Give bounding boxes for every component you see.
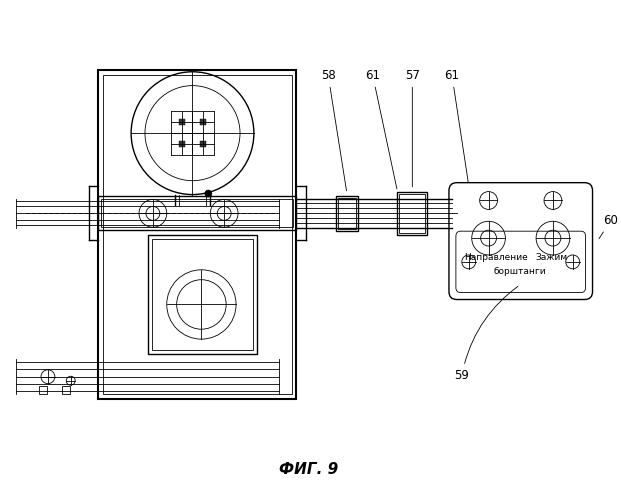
Bar xyxy=(39,386,47,394)
Bar xyxy=(148,235,257,354)
Bar xyxy=(98,70,296,398)
Bar xyxy=(338,198,356,229)
Bar xyxy=(101,198,294,227)
Bar xyxy=(397,192,427,235)
Text: 58: 58 xyxy=(321,68,347,191)
Bar xyxy=(98,196,296,230)
Text: Зажим: Зажим xyxy=(536,254,568,262)
Text: 59: 59 xyxy=(455,286,518,382)
Text: 61: 61 xyxy=(365,68,397,189)
Bar xyxy=(336,196,358,231)
Bar xyxy=(179,120,184,126)
Bar xyxy=(62,386,70,394)
Circle shape xyxy=(205,190,212,197)
Bar xyxy=(152,239,253,350)
Text: 60: 60 xyxy=(599,214,619,239)
Text: Направление: Направление xyxy=(465,254,528,262)
Text: 57: 57 xyxy=(405,68,420,187)
Text: ФИГ. 9: ФИГ. 9 xyxy=(279,462,338,477)
Text: борштанги: борштанги xyxy=(494,268,546,276)
Bar xyxy=(399,194,425,233)
Bar xyxy=(179,141,184,147)
Bar xyxy=(201,120,206,126)
Bar xyxy=(103,74,291,394)
Text: 61: 61 xyxy=(445,68,468,183)
Bar xyxy=(201,141,206,147)
